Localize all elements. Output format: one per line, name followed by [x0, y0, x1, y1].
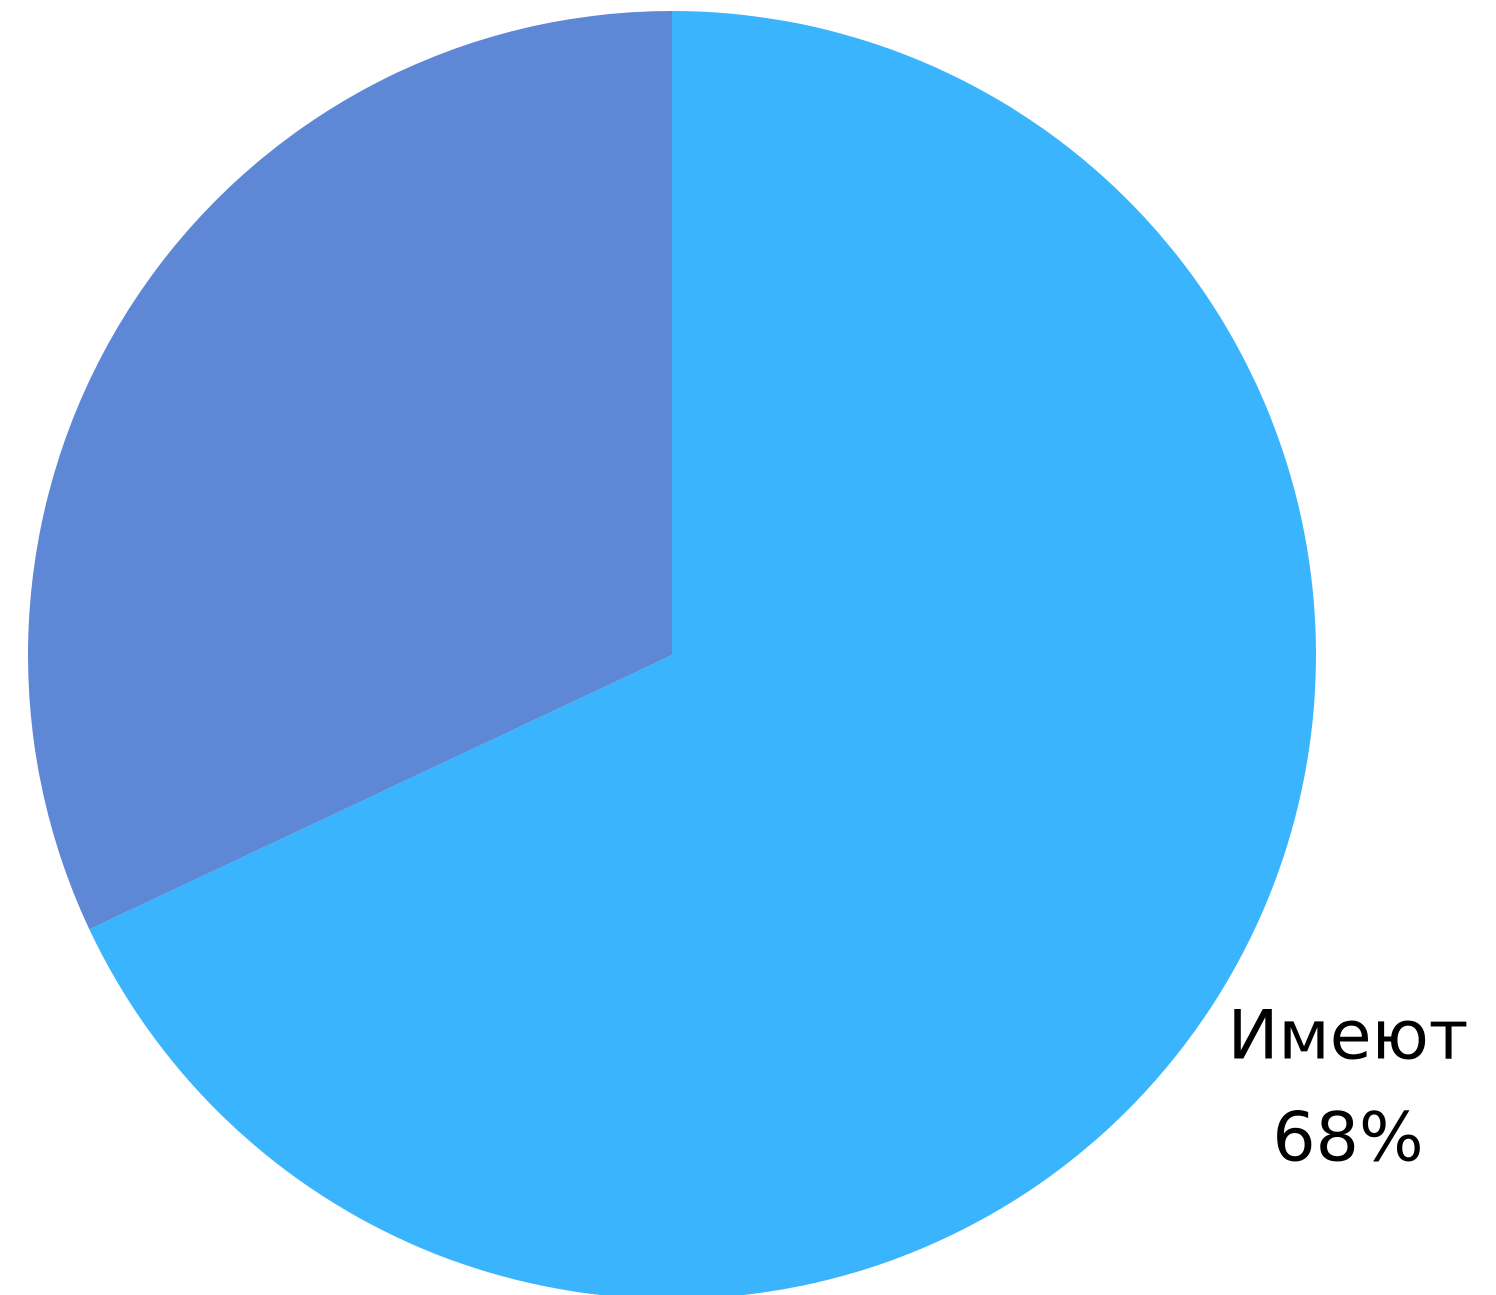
pie-slice — [89, 11, 1316, 1295]
pie-slice — [28, 11, 672, 930]
slice-value-label: 68% — [1272, 1099, 1423, 1178]
slice-label: Имеют — [1228, 997, 1469, 1076]
